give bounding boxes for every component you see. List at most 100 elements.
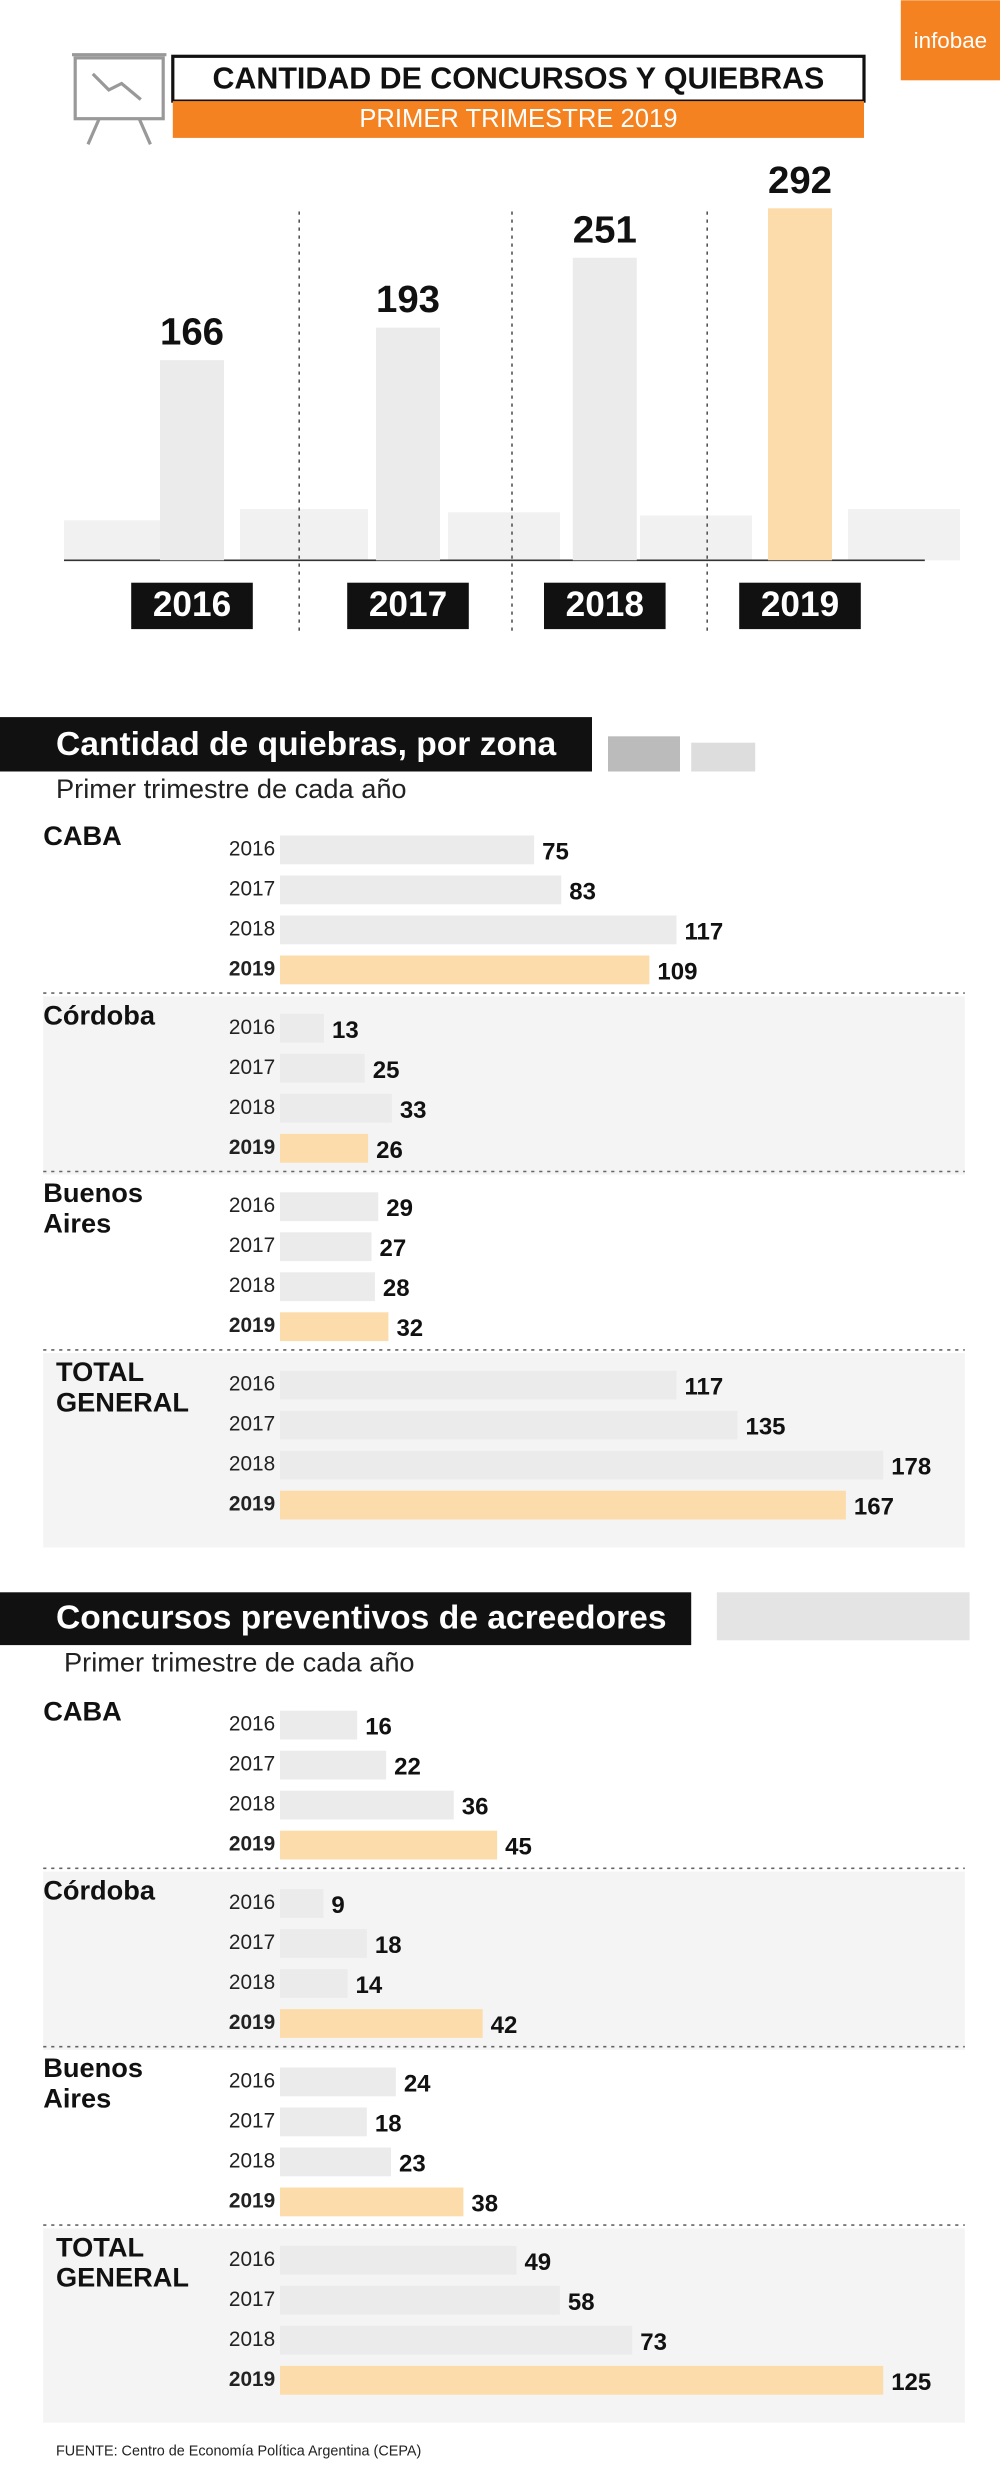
bar [280,2365,884,2395]
value-label: 24 [404,2070,431,2097]
row-label: 2019 [229,2189,275,2212]
group-label: Buenos Aires [43,2053,143,2114]
row-label: 2019 [229,1136,275,1159]
bar [280,1830,498,1860]
row-label: 2017 [229,1413,275,1436]
logo: infobae [914,28,987,53]
value-label: 22 [394,1754,421,1781]
row-label: 2017 [229,1056,275,1079]
year-box [131,582,253,630]
bar [280,1710,358,1740]
group-label: TOTAL GENERAL [56,1356,189,1418]
bar [280,915,677,945]
bar [280,2107,367,2137]
group-panel [43,996,965,1175]
value-label: 109 [657,958,697,985]
bar [280,1450,884,1480]
year-box [544,582,666,630]
bar [280,2187,464,2217]
bar [280,2245,517,2275]
bar [280,1750,387,1780]
bar [280,835,535,865]
title-box [171,54,866,103]
x-tick-label: 2018 [566,585,644,624]
bar [280,875,562,905]
value-label: 251 [573,208,637,251]
row-label: 2016 [229,2248,275,2271]
chart-icon [72,53,167,145]
separators [298,211,708,633]
bar [280,1790,454,1820]
section-banner [0,1592,692,1646]
value-label: 28 [383,1275,410,1302]
bar [768,208,832,561]
value-label: 42 [491,2012,518,2039]
group-panel [43,1871,965,2050]
bar [280,2325,633,2355]
year-box [739,582,861,630]
row-label: 2017 [229,1753,275,1776]
row-label: 2019 [229,2368,275,2391]
section-title: Cantidad de quiebras, por zona [56,726,557,763]
section-banner [0,717,592,772]
bar [280,2067,396,2097]
row-label: 2019 [229,1314,275,1337]
row-label: 2019 [229,1833,275,1856]
value-label: 13 [332,1017,359,1044]
row-label: 2017 [229,2109,275,2132]
value-label: 75 [542,838,569,865]
row-label: 2018 [229,1971,275,1994]
bar [280,1490,846,1520]
bar [280,1969,348,1998]
row-label: 2016 [229,2069,275,2092]
group-label-box: CABA [43,1696,122,1726]
row-label: 2016 [229,1373,275,1396]
value-label: 167 [854,1494,894,1521]
row-label: 2016 [229,1016,275,1039]
value-label: 135 [745,1414,785,1441]
group-label-box: TOTAL GENERAL [56,1356,189,1418]
source: FUENTE: Centro de Economía Política Arge… [56,2443,421,2459]
group-label: Córdoba [43,1874,156,1906]
bar [280,1053,365,1083]
value-label: 125 [891,2369,931,2396]
row-label: 2018 [229,2328,275,2351]
row-label: 2016 [229,1194,275,1217]
skyline [64,509,960,561]
value-label: 27 [379,1235,406,1262]
logo-box [900,0,1000,81]
year-box [347,582,469,630]
bar [280,1312,389,1342]
value-label: 45 [505,1834,532,1861]
bar [280,1013,325,1043]
row-label: 2019 [229,2011,275,2034]
row-label: 2017 [229,877,275,900]
value-label: 29 [386,1195,413,1222]
value-label: 33 [400,1097,427,1124]
row-label: 2017 [229,1234,275,1257]
value-label: 32 [396,1315,423,1342]
bar [280,1093,392,1123]
value-label: 18 [375,2110,402,2137]
bar [572,257,637,561]
row-label: 2019 [229,1493,275,1516]
value-label: 26 [376,1137,403,1164]
group-label-box: TOTAL GENERAL [56,2232,189,2293]
group-label-box: Buenos Aires [43,1178,143,1239]
section-subtitle: Primer trimestre de cada año [56,773,407,804]
subtitle-box [172,101,865,138]
bar [280,1370,677,1400]
value-label: 18 [375,1932,402,1959]
value-label: 117 [684,1374,723,1401]
value-label: 292 [768,159,832,202]
bar [280,1232,372,1262]
bar [160,360,224,561]
chart-title: CANTIDAD DE CONCURSOS Y QUIEBRAS [212,61,824,95]
row-label: 2018 [229,2149,275,2172]
group-label: Córdoba [43,999,156,1030]
value-label: 193 [376,278,440,321]
bar [280,1889,324,1918]
row-label: 2018 [229,1096,275,1119]
row-label: 2018 [229,917,275,940]
